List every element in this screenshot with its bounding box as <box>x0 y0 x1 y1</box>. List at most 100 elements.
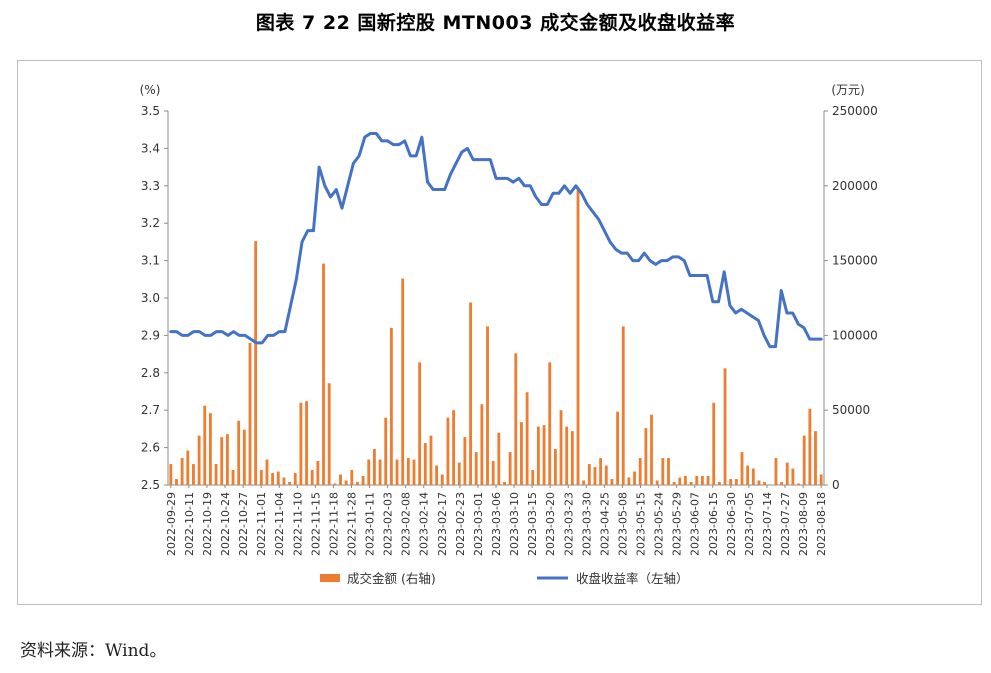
x-tick-label: 2022-10-19 <box>201 492 214 556</box>
right-axis-unit: (万元) <box>831 83 864 97</box>
volume-bar <box>282 477 286 485</box>
x-tick-label: 2023-05-24 <box>653 492 666 556</box>
legend-label-volume: 成交金额 (右轴) <box>347 571 436 586</box>
volume-bar <box>339 474 342 485</box>
left-axis-unit: (%) <box>140 83 161 97</box>
volume-bar <box>780 482 783 485</box>
x-tick-label: 2023-02-14 <box>418 492 431 556</box>
volume-bar <box>180 458 184 485</box>
chart-frame <box>17 60 982 605</box>
volume-bar <box>389 327 393 485</box>
volume-bar <box>486 326 489 485</box>
left-tick-label: 2.6 <box>141 441 160 455</box>
volume-bar <box>740 452 744 485</box>
volume-bar <box>627 477 631 485</box>
volume-bar <box>565 426 569 485</box>
volume-bar <box>531 470 535 485</box>
volume-bar <box>610 479 614 485</box>
volume-bar <box>418 362 422 485</box>
x-tick-label: 2023-02-17 <box>436 492 449 556</box>
volume-bar <box>701 476 704 485</box>
volume-bar <box>712 402 716 485</box>
x-tick-label: 2023-06-07 <box>689 492 702 556</box>
left-tick-label: 3.0 <box>141 291 160 305</box>
left-tick-label: 2.8 <box>141 366 160 380</box>
volume-bar <box>593 467 597 485</box>
right-tick-label: 150000 <box>832 254 878 268</box>
volume-bar <box>525 392 529 485</box>
volume-bar <box>169 464 173 485</box>
volume-bar <box>446 417 450 485</box>
volume-bar <box>452 410 455 485</box>
x-tick-label: 2023-07-05 <box>743 492 756 556</box>
volume-bar <box>706 476 710 485</box>
volume-bar <box>327 383 331 485</box>
x-tick-label: 2023-05-08 <box>616 492 629 556</box>
x-tick-label: 2023-08-18 <box>815 492 828 556</box>
volume-bar <box>587 464 591 485</box>
volume-bar <box>299 402 303 485</box>
x-tick-label: 2022-11-15 <box>309 492 322 556</box>
right-tick-label: 100000 <box>832 328 878 342</box>
volume-bar <box>508 452 512 485</box>
volume-bar <box>322 263 325 485</box>
left-tick-label: 3.4 <box>141 141 160 155</box>
x-tick-label: 2022-11-01 <box>255 492 268 556</box>
volume-bar <box>457 462 461 485</box>
volume-bar <box>604 465 608 485</box>
x-tick-label: 2023-07-27 <box>779 492 792 556</box>
x-tick-label: 2022-09-29 <box>165 492 178 556</box>
volume-bar <box>650 414 653 485</box>
volume-bar <box>678 477 682 485</box>
volume-bar <box>344 480 348 485</box>
left-tick-label: 3.5 <box>141 104 160 118</box>
x-tick-label: 2023-04-25 <box>598 492 611 556</box>
volume-bar <box>633 471 636 485</box>
volume-bar <box>373 449 376 485</box>
volume-bar <box>265 459 269 485</box>
left-tick-label: 3.2 <box>141 216 160 230</box>
line-series-group <box>169 131 823 349</box>
volume-bar <box>797 483 800 485</box>
x-tick-label: 2023-05-15 <box>635 492 648 556</box>
volume-bar <box>503 482 506 485</box>
volume-bar <box>599 458 603 485</box>
volume-bar <box>537 426 540 485</box>
volume-bar <box>638 458 642 485</box>
x-tick-label: 2023-03-15 <box>526 492 539 556</box>
volume-bar <box>689 482 693 485</box>
volume-bar <box>423 443 427 485</box>
x-tick-label: 2022-11-10 <box>291 492 304 556</box>
volume-bar <box>746 465 750 485</box>
right-tick-label: 250000 <box>832 104 878 118</box>
right-tick-label: 50000 <box>832 403 870 417</box>
volume-bar <box>751 468 755 485</box>
volume-bar <box>293 473 297 485</box>
volume-bar <box>723 368 727 485</box>
volume-bar <box>757 480 761 485</box>
volume-bar <box>316 461 320 485</box>
volume-bar <box>350 470 354 485</box>
x-tick-label: 2022-10-24 <box>219 492 232 556</box>
volume-bar <box>209 413 212 485</box>
volume-bar <box>276 471 280 485</box>
volume-bar <box>576 188 580 486</box>
volume-bar <box>435 465 439 485</box>
x-tick-label: 2023-07-14 <box>761 492 774 556</box>
legend-label-yield: 收盘收益率（左轴） <box>576 571 689 586</box>
volume-bar <box>814 431 817 485</box>
volume-bar <box>401 278 405 485</box>
source-note: 资料来源：Wind。 <box>20 641 167 661</box>
volume-bar <box>214 464 218 485</box>
volume-bar <box>271 473 275 485</box>
volume-bar <box>582 480 586 485</box>
volume-bar <box>220 437 224 485</box>
x-tick-label: 2022-10-27 <box>237 492 250 556</box>
volume-bar <box>763 482 767 485</box>
volume-bar <box>667 458 670 485</box>
left-tick-label: 3.1 <box>141 254 160 268</box>
x-tick-label: 2023-06-30 <box>725 492 738 556</box>
volume-bar <box>474 452 478 485</box>
volume-bar <box>480 404 484 485</box>
